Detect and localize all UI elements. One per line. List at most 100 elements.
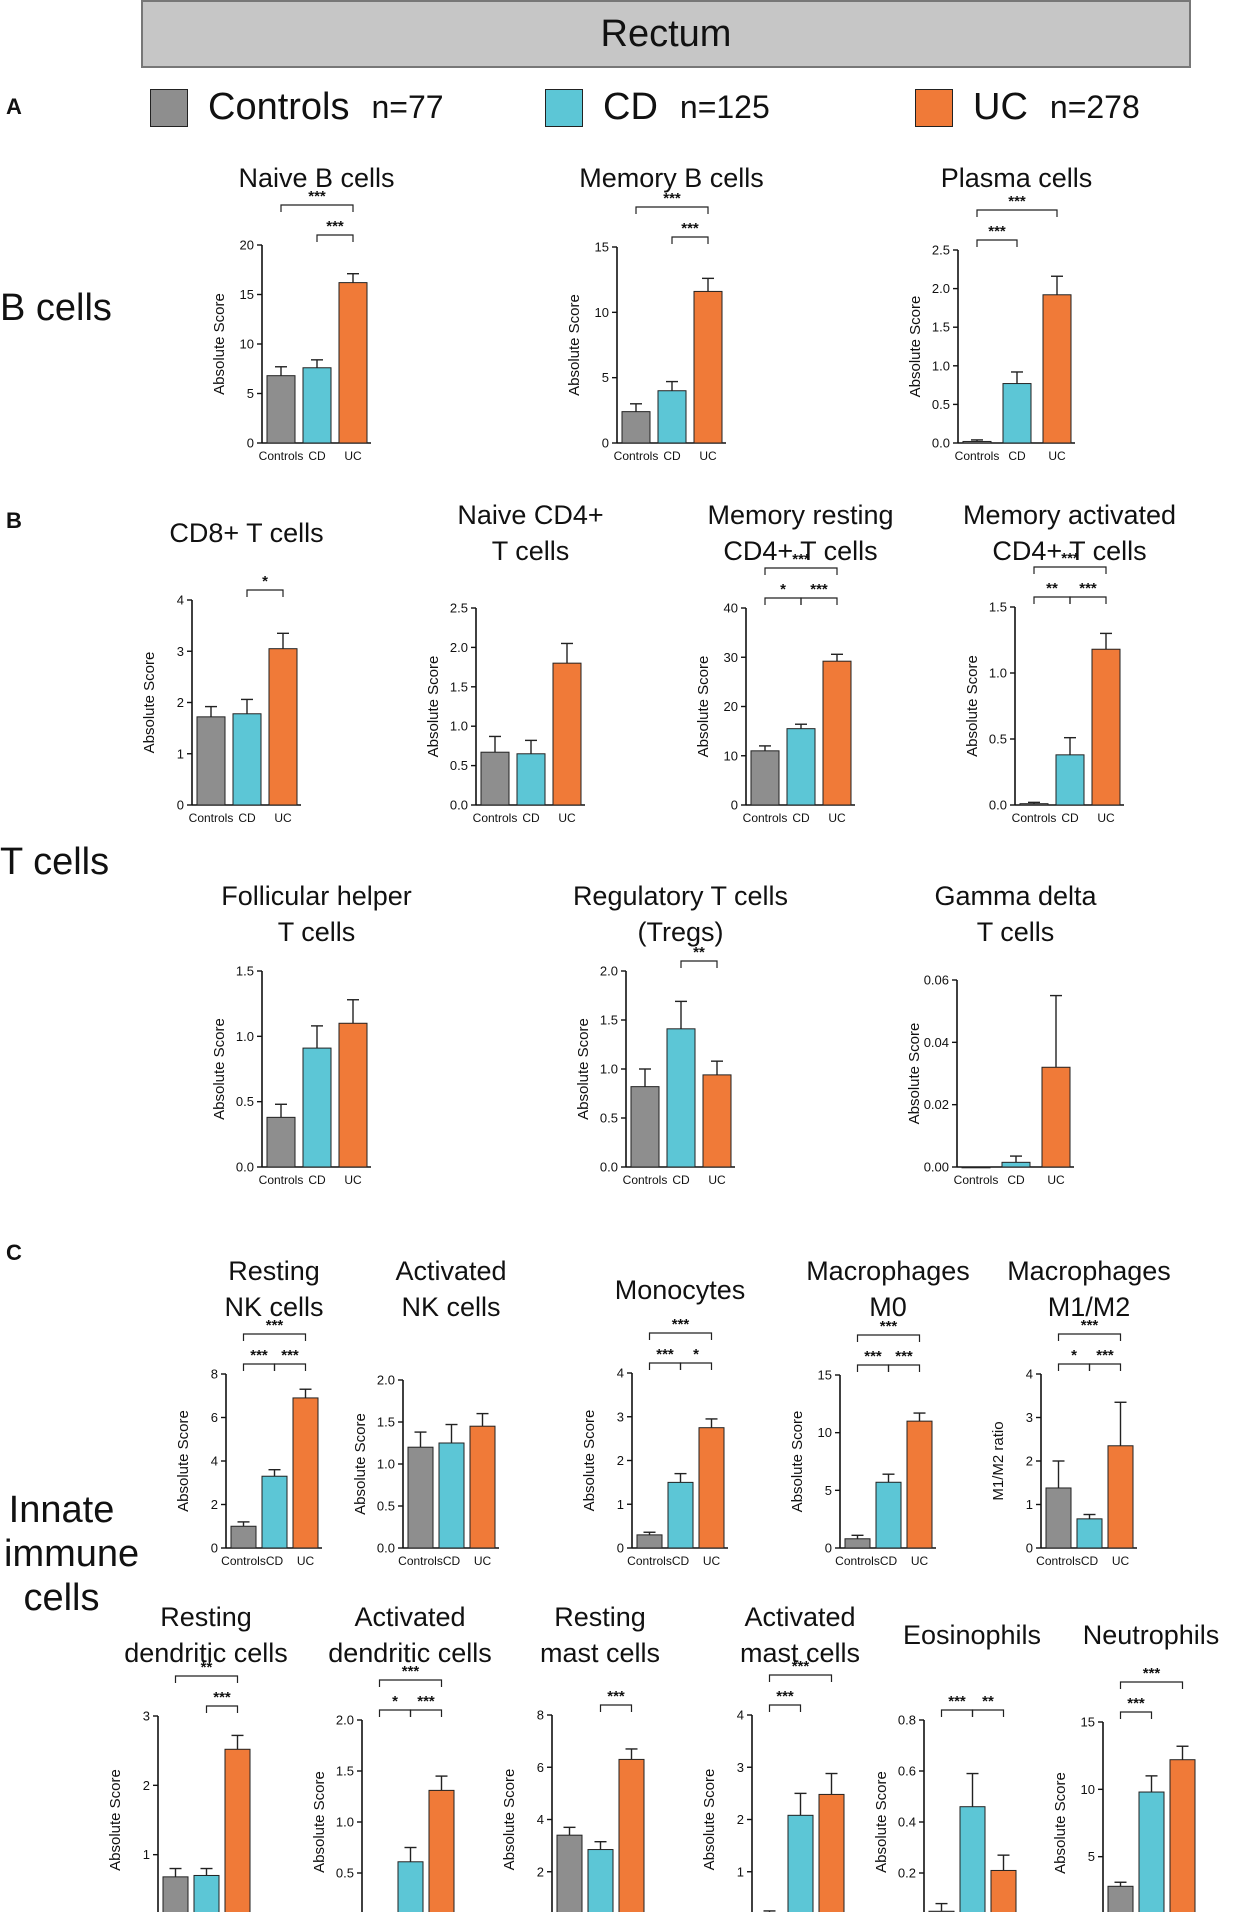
chart-13-x-tick-label: CD	[672, 1554, 690, 1568]
chart-7-title: CD4+ T cells	[992, 536, 1146, 566]
chart-17-y-label: Absolute Score	[311, 1771, 328, 1873]
chart-5-x-tick-label: Controls	[473, 811, 518, 825]
chart-20-y-tick-label: 0.6	[898, 1764, 916, 1779]
chart-17-bar-uc	[428, 1789, 455, 1912]
chart-7-significance-bracket	[1069, 596, 1107, 604]
chart-21-significance-label: ***	[1127, 1695, 1145, 1712]
chart-8-y-tick-label: 0.5	[236, 1094, 254, 1109]
chart-2-significance-label: ***	[681, 220, 699, 237]
chart-18-title: Resting	[554, 1602, 646, 1632]
chart-7-significance-bracket	[1033, 596, 1071, 604]
chart-3-significance-bracket	[976, 209, 1058, 217]
chart-14-y-tick-label: 10	[818, 1425, 832, 1440]
chart-10-x-tick-label: Controls	[954, 1173, 999, 1187]
chart-21-significance-bracket	[1119, 1681, 1184, 1689]
chart-15-x-tick-label: CD	[1081, 1554, 1099, 1568]
chart-10-x-tick-label: CD	[1007, 1173, 1025, 1187]
chart-6-x-tick-label: UC	[828, 811, 846, 825]
chart-2-bar-controls	[621, 411, 651, 444]
chart-13-bar-controls	[636, 1534, 663, 1549]
chart-6-significance-bracket	[800, 597, 838, 605]
chart-1-x-tick-label: UC	[344, 449, 362, 463]
chart-5-y-tick-label: 0.0	[450, 798, 468, 813]
chart-4-bar-uc	[268, 648, 298, 806]
chart-20-y-tick-label: 0.8	[898, 1713, 916, 1728]
chart-7-significance-label: **	[1046, 580, 1058, 597]
chart-7-significance-bracket	[1033, 566, 1107, 574]
chart-11-y-tick-label: 4	[211, 1454, 218, 1469]
chart-7-y-tick-label: 0.0	[989, 798, 1007, 813]
figure-header: Rectum	[141, 0, 1191, 68]
chart-14-y-tick-label: 15	[818, 1368, 832, 1383]
chart-18-bar-controls	[556, 1834, 583, 1912]
chart-7-significance-label: ***	[1061, 550, 1079, 567]
chart-14-significance-label: ***	[895, 1348, 913, 1365]
chart-17-bar-cd	[397, 1861, 424, 1912]
chart-6-bar-controls	[750, 750, 780, 806]
chart-11-title: NK cells	[224, 1292, 323, 1322]
chart-18-bar-uc	[618, 1758, 645, 1912]
chart-19-y-label: Absolute Score	[701, 1769, 718, 1871]
chart-9-y-tick-label: 1.5	[600, 1013, 618, 1028]
chart-20-bar-cd	[959, 1806, 986, 1912]
chart-14-significance-label: ***	[880, 1318, 898, 1335]
chart-8-bar-controls	[266, 1116, 296, 1168]
chart-10-y-tick-label: 0.04	[924, 1035, 949, 1050]
chart-7-bar-uc	[1091, 648, 1121, 806]
chart-21-bar-cd	[1138, 1791, 1165, 1912]
chart-19-title: Activated	[744, 1602, 855, 1632]
chart-4-bar-controls	[196, 716, 226, 806]
chart-9-bar-uc	[702, 1074, 732, 1168]
chart-5-title: Naive CD4+	[457, 500, 603, 530]
chart-5-y-label: Absolute Score	[425, 656, 442, 758]
chart-6-y-label: Absolute Score	[695, 656, 712, 758]
chart-5-y-tick-label: 1.0	[450, 719, 468, 734]
chart-8-x-tick-label: CD	[308, 1173, 326, 1187]
chart-18-y-tick-label: 6	[537, 1760, 544, 1775]
chart-18-y-tick-label: 8	[537, 1708, 544, 1723]
chart-4-y-tick-label: 3	[177, 644, 184, 659]
chart-9-y-tick-label: 2.0	[600, 964, 618, 979]
chart-14-bar-controls	[844, 1538, 871, 1549]
chart-1-y-tick-label: 10	[240, 337, 254, 352]
chart-10-y-tick-label: 0.02	[924, 1097, 949, 1112]
chart-7-bar-controls	[1019, 803, 1049, 806]
chart-12-y-tick-label: 0.5	[377, 1499, 395, 1514]
chart-5-bar-uc	[552, 662, 582, 806]
chart-16-significance-bracket	[205, 1705, 239, 1713]
chart-17-significance-bracket	[378, 1679, 443, 1687]
chart-1-y-tick-label: 15	[240, 287, 254, 302]
chart-20-significance-bracket	[940, 1709, 974, 1717]
chart-15-y-tick-label: 4	[1026, 1367, 1033, 1382]
chart-13-significance-label: ***	[672, 1316, 690, 1333]
chart-3-significance-bracket	[976, 239, 1018, 247]
chart-4-y-tick-label: 2	[177, 695, 184, 710]
chart-4-significance-bracket	[246, 589, 284, 597]
chart-5-x-tick-label: UC	[558, 811, 576, 825]
chart-1-significance-label: ***	[308, 188, 326, 205]
chart-11-x-tick-label: Controls	[221, 1554, 266, 1568]
chart-8-bar-cd	[302, 1047, 332, 1168]
chart-13-x-tick-label: Controls	[627, 1554, 672, 1568]
chart-16-y-tick-label: 1	[143, 1847, 150, 1862]
chart-2-y-tick-label: 0	[602, 436, 609, 451]
chart-17-significance-bracket	[378, 1709, 412, 1717]
chart-15-bar-cd	[1076, 1518, 1103, 1549]
legend-n-uc: n=278	[1049, 89, 1140, 125]
chart-18-y-tick-label: 2	[537, 1864, 544, 1879]
chart-4-y-tick-label: 1	[177, 746, 184, 761]
chart-18-significance-label: ***	[607, 1688, 625, 1705]
chart-7-title: Memory activated	[963, 500, 1176, 530]
chart-9-significance-bracket	[680, 960, 718, 968]
chart-15-significance-bracket	[1088, 1363, 1122, 1371]
chart-13-significance-label: *	[693, 1346, 699, 1363]
chart-7-y-tick-label: 1.5	[989, 600, 1007, 615]
chart-11-y-tick-label: 0	[211, 1541, 218, 1556]
chart-2-bar-uc	[693, 290, 723, 444]
chart-14-title: M0	[869, 1292, 907, 1322]
chart-8-title: Follicular helper	[221, 881, 412, 911]
chart-14-y-tick-label: 5	[825, 1483, 832, 1498]
chart-16-significance-label: **	[201, 1659, 213, 1676]
chart-11-significance-bracket	[273, 1363, 307, 1371]
chart-21-y-tick-label: 15	[1081, 1715, 1095, 1730]
